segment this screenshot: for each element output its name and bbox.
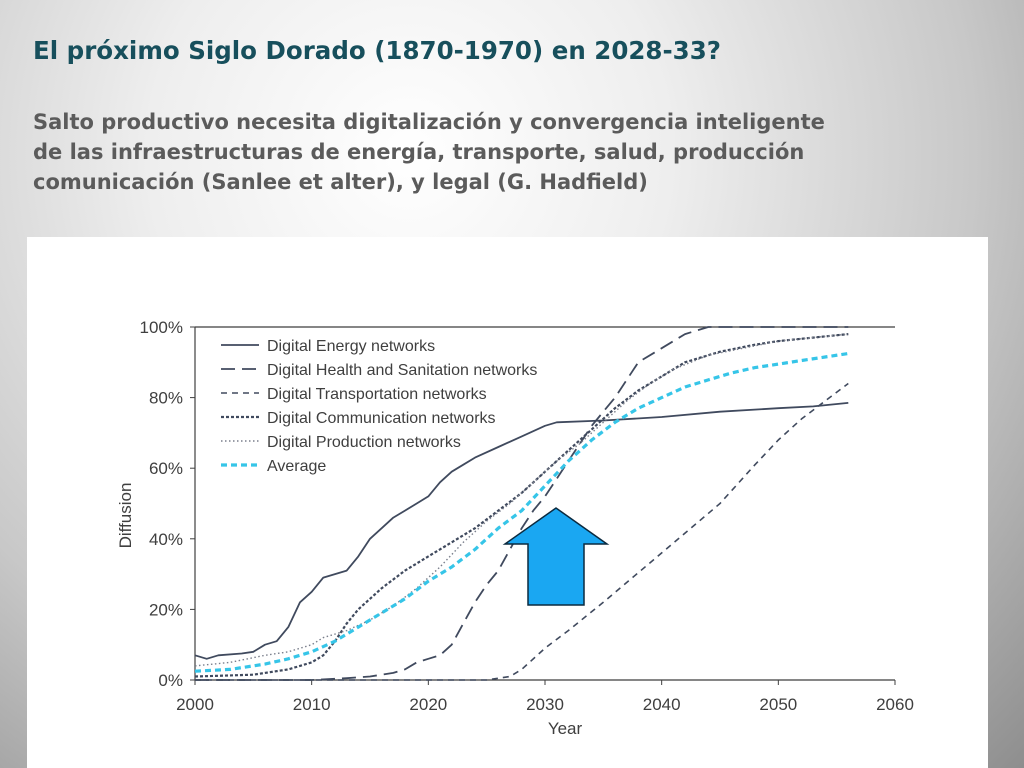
chart-axes xyxy=(194,326,895,681)
chart-panel: 0% 20% 40% 60% 80% 100% 2000 2010 2020 2030 2040 2… xyxy=(27,237,988,768)
up-arrow-icon xyxy=(502,507,610,606)
x-tick-label: 2020 xyxy=(409,695,447,714)
legend-label: Digital Energy networks xyxy=(267,338,435,355)
x-tick-label: 2060 xyxy=(876,695,914,714)
legend-label: Digital Production networks xyxy=(267,434,461,451)
legend-label: Digital Transportation networks xyxy=(267,386,487,403)
series-lines xyxy=(194,326,849,681)
slide-subtitle: Salto productivo necesita digitalización… xyxy=(33,107,1013,197)
legend-label: Average xyxy=(267,458,326,475)
series-line-1 xyxy=(194,402,849,660)
subtitle-line-3: comunicación (Sanlee et alter), y legal … xyxy=(33,170,648,194)
y-tick-label: 20% xyxy=(149,600,183,619)
series-line-4 xyxy=(194,333,849,678)
subtitle-line-2: de las infraestructuras de energía, tran… xyxy=(33,140,805,164)
y-tick-label: 40% xyxy=(149,530,183,549)
x-tick-labels: 2000 2010 2020 2030 2040 2050 2060 xyxy=(176,680,914,714)
y-tick-label: 100% xyxy=(140,318,183,337)
series-line-2 xyxy=(195,326,849,681)
y-tick-label: 80% xyxy=(149,389,183,408)
subtitle-line-1: Salto productivo necesita digitalización… xyxy=(33,110,825,134)
y-tick-labels: 0% 20% 40% 60% 80% 100% xyxy=(140,318,195,690)
x-tick-label: 2000 xyxy=(176,695,214,714)
series-line-5 xyxy=(194,333,849,667)
x-tick-label: 2030 xyxy=(526,695,564,714)
chart-legend: Digital Energy networks Digital Health an… xyxy=(221,338,537,475)
x-axis-title: Year xyxy=(548,719,583,738)
legend-label: Digital Health and Sanitation networks xyxy=(267,362,537,379)
y-tick-label: 0% xyxy=(158,671,183,690)
x-tick-label: 2050 xyxy=(759,695,797,714)
diffusion-chart: 0%20%40%60%80%100% 2000 2010 2020 2030 2040 2… xyxy=(116,318,914,738)
series-line-6 xyxy=(194,351,849,673)
x-tick-label: 2040 xyxy=(643,695,681,714)
legend-label: Digital Communication networks xyxy=(267,410,496,427)
slide-title: El próximo Siglo Dorado (1870-1970) en 2… xyxy=(33,36,721,65)
y-axis-title: Diffusion xyxy=(116,483,135,549)
x-tick-label: 2010 xyxy=(293,695,331,714)
y-tick-label: 60% xyxy=(149,459,183,478)
